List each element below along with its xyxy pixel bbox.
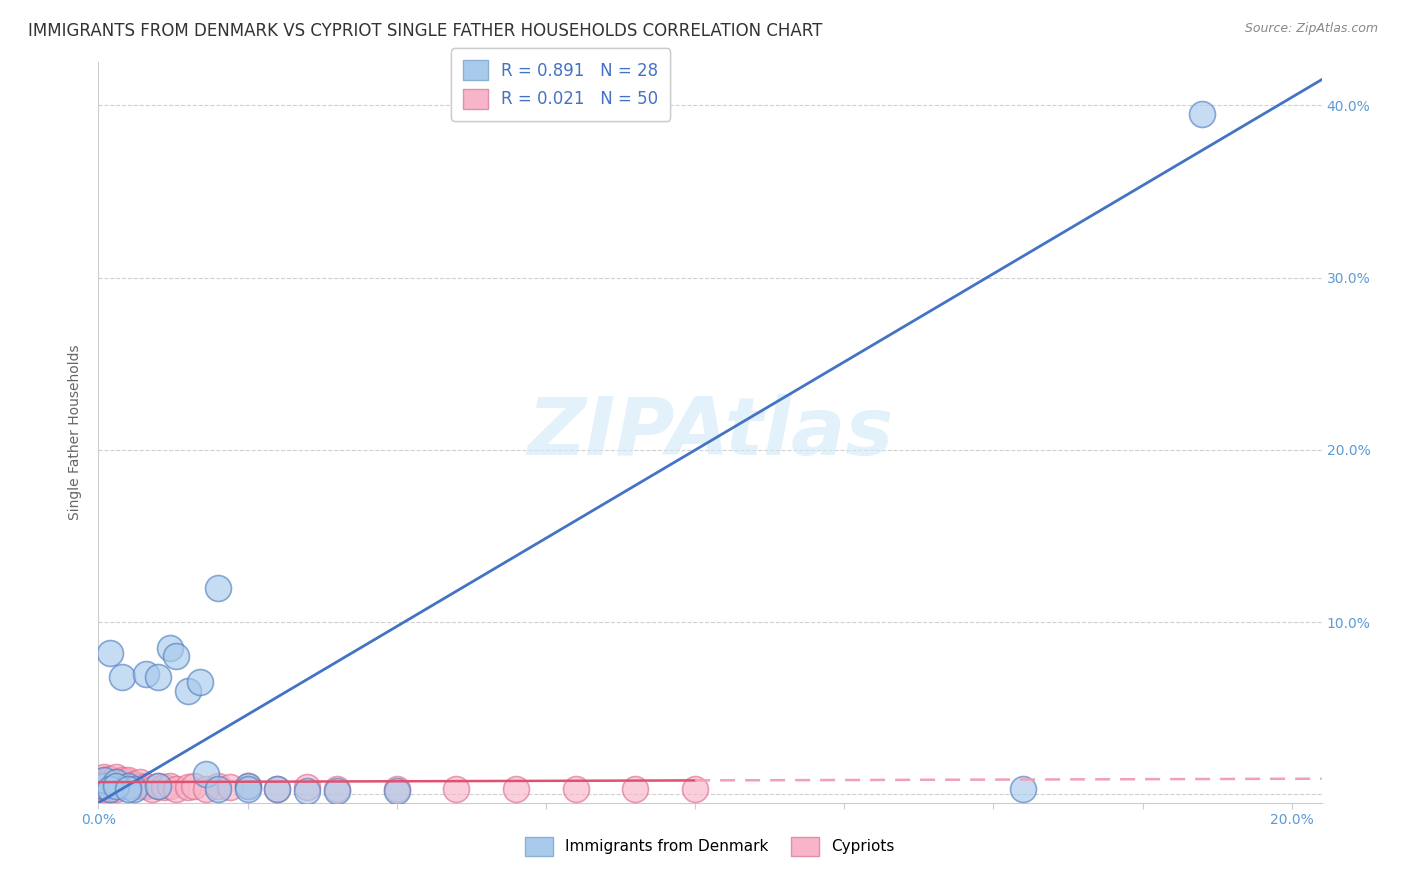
- Point: [565, 782, 588, 797]
- Point: [266, 782, 288, 797]
- Point: [194, 782, 217, 797]
- Text: ZIPAtlas: ZIPAtlas: [527, 393, 893, 472]
- Point: [111, 773, 134, 788]
- Point: [236, 782, 259, 797]
- Point: [177, 780, 200, 795]
- Point: [153, 780, 176, 795]
- Point: [98, 782, 121, 797]
- Point: [111, 779, 134, 793]
- Point: [98, 773, 121, 788]
- Point: [297, 783, 319, 797]
- Point: [105, 775, 128, 789]
- Point: [93, 780, 115, 795]
- Point: [146, 779, 169, 793]
- Point: [141, 782, 163, 797]
- Point: [207, 779, 229, 793]
- Text: Source: ZipAtlas.com: Source: ZipAtlas.com: [1244, 22, 1378, 36]
- Point: [624, 782, 647, 797]
- Point: [93, 779, 115, 793]
- Point: [236, 779, 259, 793]
- Point: [385, 782, 408, 797]
- Point: [146, 779, 169, 793]
- Point: [105, 782, 128, 797]
- Point: [1191, 107, 1213, 121]
- Point: [117, 782, 139, 797]
- Point: [207, 782, 229, 797]
- Point: [93, 770, 115, 784]
- Point: [105, 779, 128, 793]
- Point: [1012, 782, 1035, 797]
- Point: [146, 670, 169, 684]
- Legend: R = 0.891   N = 28, R = 0.021   N = 50: R = 0.891 N = 28, R = 0.021 N = 50: [451, 48, 671, 120]
- Point: [93, 773, 115, 788]
- Point: [135, 779, 157, 793]
- Y-axis label: Single Father Households: Single Father Households: [69, 345, 83, 520]
- Point: [117, 779, 139, 793]
- Point: [93, 777, 115, 791]
- Point: [117, 775, 139, 789]
- Point: [87, 779, 110, 793]
- Point: [165, 649, 187, 664]
- Point: [93, 775, 115, 789]
- Point: [194, 766, 217, 780]
- Point: [159, 779, 181, 793]
- Point: [93, 779, 115, 793]
- Text: IMMIGRANTS FROM DENMARK VS CYPRIOT SINGLE FATHER HOUSEHOLDS CORRELATION CHART: IMMIGRANTS FROM DENMARK VS CYPRIOT SINGL…: [28, 22, 823, 40]
- Point: [326, 783, 349, 797]
- Point: [159, 640, 181, 655]
- Point: [105, 779, 128, 793]
- Point: [207, 581, 229, 595]
- Point: [111, 670, 134, 684]
- Point: [98, 777, 121, 791]
- Point: [98, 646, 121, 660]
- Point: [122, 779, 145, 793]
- Point: [105, 775, 128, 789]
- Point: [683, 782, 706, 797]
- Point: [98, 775, 121, 789]
- Point: [98, 779, 121, 793]
- Legend: Immigrants from Denmark, Cypriots: Immigrants from Denmark, Cypriots: [519, 831, 901, 862]
- Point: [122, 777, 145, 791]
- Point: [93, 779, 115, 793]
- Point: [188, 675, 211, 690]
- Point: [165, 782, 187, 797]
- Point: [177, 684, 200, 698]
- Point: [297, 780, 319, 795]
- Point: [117, 779, 139, 793]
- Point: [135, 666, 157, 681]
- Point: [129, 779, 152, 793]
- Point: [98, 782, 121, 797]
- Point: [326, 782, 349, 797]
- Point: [505, 782, 527, 797]
- Point: [122, 782, 145, 797]
- Point: [93, 782, 115, 797]
- Point: [98, 772, 121, 786]
- Point: [266, 782, 288, 797]
- Point: [183, 779, 205, 793]
- Point: [93, 773, 115, 788]
- Point: [446, 782, 468, 797]
- Point: [218, 780, 240, 795]
- Point: [129, 775, 152, 789]
- Point: [111, 777, 134, 791]
- Point: [385, 783, 408, 797]
- Point: [105, 770, 128, 784]
- Point: [117, 773, 139, 788]
- Point: [236, 779, 259, 793]
